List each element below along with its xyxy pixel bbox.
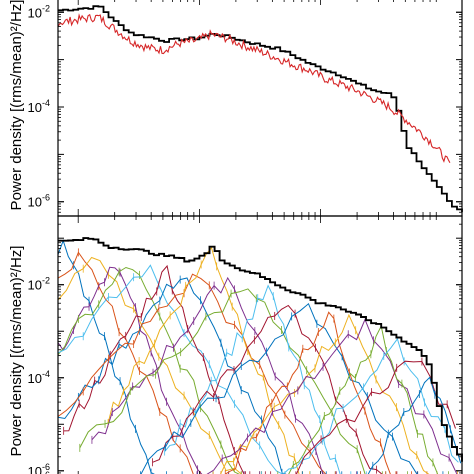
top-series-red-line [57, 13, 451, 163]
component-line [107, 246, 300, 474]
component-line [57, 266, 203, 474]
bottom-panel: Power density [(rms/mean)²/Hz] 10-2 10-4 1… [8, 215, 463, 474]
component-line [57, 264, 284, 474]
component-line [206, 318, 458, 474]
component-line [164, 284, 341, 474]
top-panel: Power density [(rms/mean)²/Hz] 10-210-41… [8, 0, 463, 217]
bottom-ytick-labels: 10-210-410-610-6 [28, 276, 50, 474]
component-line [152, 304, 383, 474]
component-line [140, 302, 418, 474]
top-series-group [57, 5, 463, 213]
bottom-ylabel: Power density [(rms/mean)²/Hz] [8, 246, 25, 457]
component-line [91, 276, 326, 474]
component-line [79, 288, 366, 474]
ytick-label: 10-2 [28, 276, 50, 293]
ytick-label-partial: 10-6 [28, 470, 50, 474]
ytick-label: 10-2 [28, 3, 50, 20]
component-line [57, 239, 155, 474]
top-ticks [58, 0, 462, 216]
top-ytick-labels: 10-2 10-4 10-6 [28, 3, 50, 209]
component-line [295, 360, 456, 474]
component-line [288, 324, 439, 474]
component-line [219, 313, 430, 474]
component-line [57, 273, 327, 474]
ytick-label: 10-4 [28, 369, 50, 386]
component-line [57, 256, 243, 474]
top-series-black-step [58, 5, 463, 213]
component-line [63, 264, 245, 474]
component-line [282, 337, 459, 474]
bottom-envelope-step [58, 237, 463, 462]
component-line [367, 376, 462, 474]
bottom-series-group [57, 237, 463, 474]
top-ylabel: Power density [(rms/mean)²/Hz] [8, 0, 25, 210]
component-line [57, 266, 240, 474]
ytick-label: 10-6 [28, 462, 50, 474]
top-axes-frame [57, 0, 463, 217]
ytick-label: 10-4 [28, 98, 50, 115]
bottom-axes-frame [57, 215, 463, 474]
bottom-ticks [58, 216, 462, 474]
ytick-label: 10-6 [28, 193, 50, 210]
